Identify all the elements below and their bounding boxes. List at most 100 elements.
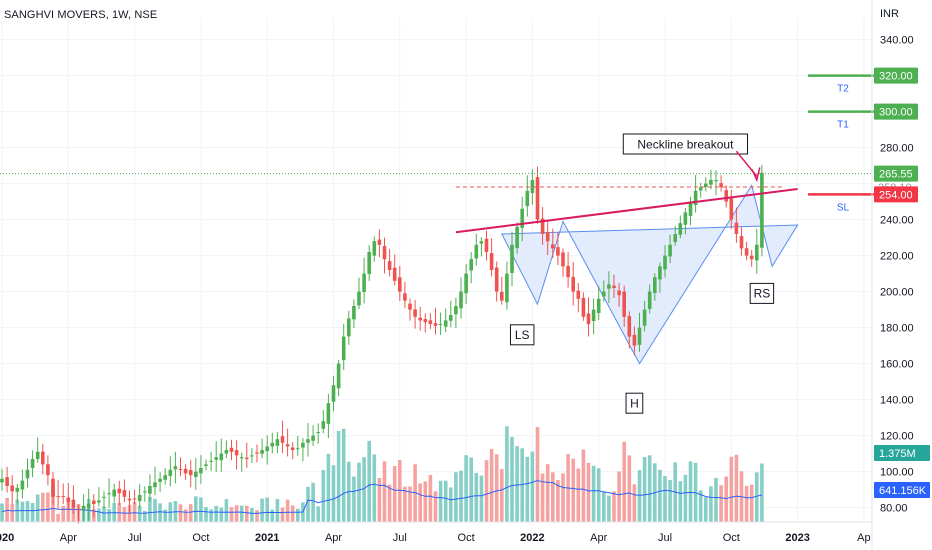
candle-body	[423, 319, 428, 323]
candle-body	[245, 457, 249, 459]
volume-bar	[617, 471, 621, 522]
candle-body	[260, 450, 264, 454]
candle-body	[663, 255, 667, 270]
candle-body	[586, 313, 591, 324]
volume-bar	[658, 469, 662, 522]
volume-bar	[229, 507, 234, 522]
candle-body	[163, 475, 167, 480]
volume-bar	[561, 473, 565, 522]
volume-bar	[234, 505, 239, 522]
volume-bar	[423, 481, 428, 522]
candle-body	[306, 439, 310, 443]
volume-bar	[392, 466, 397, 522]
level-label-t1: T1	[837, 120, 849, 131]
candle-body	[500, 291, 504, 301]
candle-body	[10, 485, 14, 492]
candle-body	[449, 315, 453, 321]
candle-body	[352, 306, 356, 320]
volume-bar	[403, 486, 407, 522]
volume-bar	[704, 497, 708, 522]
volume-bar	[250, 508, 254, 522]
level-label-sl: SL	[837, 202, 850, 213]
volume-label-bg	[874, 445, 930, 461]
time-tick-label: Oct	[458, 532, 475, 544]
candle-body	[341, 336, 346, 361]
time-axis: 2020 Apr Jul Oct 2021 Apr Jul Oct 2022 Apr Jul Oct 2…	[0, 521, 872, 544]
volume-bar	[418, 483, 422, 522]
candle-body	[148, 486, 152, 494]
volume-bar	[321, 470, 326, 522]
volume-bar	[469, 457, 473, 522]
volume-bar	[280, 507, 285, 522]
candle-body	[321, 421, 326, 429]
candle-body	[443, 320, 448, 327]
volume-bar	[382, 461, 387, 522]
volume-bar	[591, 465, 596, 522]
candle-body	[510, 244, 514, 273]
candle-body	[336, 363, 341, 389]
candle-body	[15, 487, 20, 492]
candle-body	[438, 324, 443, 325]
candle-body	[561, 252, 565, 267]
candle-body	[127, 498, 132, 501]
candle-body	[398, 277, 402, 292]
volume-bar	[275, 499, 280, 522]
candle-body	[301, 442, 305, 448]
candle-body	[316, 432, 320, 433]
price-tick-label: 80.00	[880, 503, 908, 515]
candle-body	[607, 284, 611, 289]
candle-body	[622, 291, 626, 317]
candle-body	[693, 190, 698, 206]
symbol-title: SANGHVI MOVERS, 1W, NSE	[4, 9, 158, 21]
volume-bar	[25, 500, 30, 522]
candle-body	[76, 508, 81, 510]
volume-bar	[581, 449, 586, 522]
volume-bar	[408, 486, 412, 522]
volume-bar	[749, 484, 754, 522]
candle-body	[724, 190, 728, 202]
volume-bar	[663, 476, 667, 522]
candle-body	[188, 470, 193, 476]
candle-body	[122, 490, 127, 497]
volume-bar	[183, 509, 188, 522]
candle-body	[102, 496, 106, 498]
candle-body	[173, 466, 178, 470]
volume-bar	[627, 455, 632, 522]
candle-body	[362, 273, 366, 292]
candle-body	[30, 459, 35, 468]
volume-bar	[0, 503, 4, 522]
candle-body	[357, 291, 361, 306]
candle-body	[61, 495, 65, 497]
volume-bar	[158, 503, 162, 522]
volume-bar	[41, 492, 45, 522]
candle-body	[280, 436, 285, 443]
volume-bar	[311, 482, 315, 522]
volume-bar	[449, 487, 453, 522]
candle-body	[224, 450, 229, 454]
volume-bar	[540, 473, 545, 522]
price-tick-label: 200.00	[880, 287, 914, 299]
candle-body	[729, 198, 734, 220]
candle-body	[71, 499, 76, 508]
volume-bar	[545, 464, 550, 522]
candle-body	[25, 469, 30, 479]
candle-body	[535, 177, 540, 220]
time-tick-label: Jul	[658, 532, 672, 544]
volume-bar	[744, 486, 749, 522]
volume-bar	[56, 513, 60, 522]
candle-body	[755, 244, 759, 261]
volume-bar	[362, 457, 366, 522]
candle-body	[403, 293, 407, 301]
volume-bar	[194, 496, 198, 522]
price-label: 265.55	[879, 169, 913, 181]
candle-body	[219, 453, 224, 461]
candle-body	[86, 504, 91, 508]
time-tick-label: Apr	[325, 532, 342, 544]
price-label-bg	[874, 67, 918, 84]
neckline-breakout-label-text: Neckline breakout	[637, 137, 734, 151]
volume-bar	[296, 508, 300, 522]
candle-body	[285, 444, 290, 447]
price-label: 300.00	[879, 107, 913, 119]
volume-bar	[143, 510, 147, 522]
